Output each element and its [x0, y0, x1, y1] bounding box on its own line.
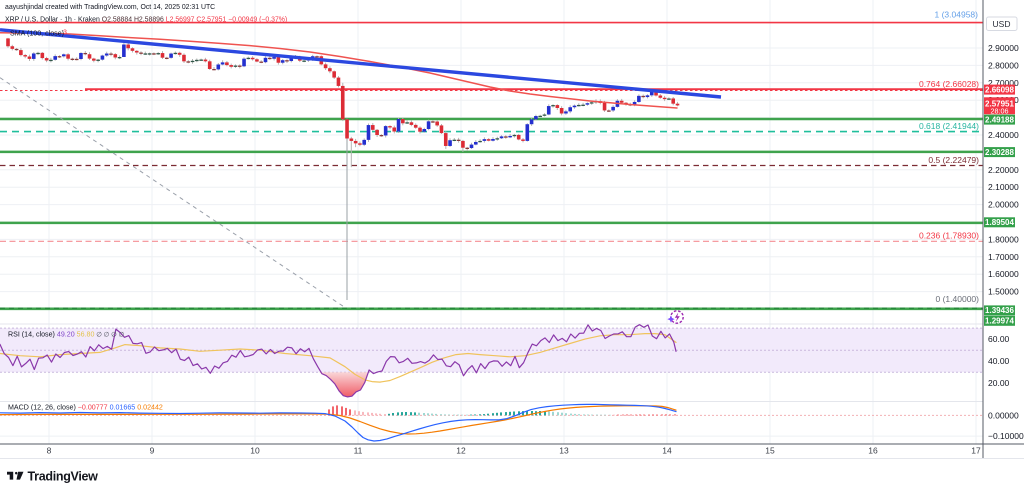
svg-text:0.00000: 0.00000	[988, 410, 1019, 420]
svg-text:1.80000: 1.80000	[988, 234, 1019, 244]
svg-text:USD: USD	[993, 19, 1011, 29]
svg-text:1.70000: 1.70000	[988, 252, 1019, 262]
svg-text:1.39436: 1.39436	[985, 306, 1014, 315]
svg-text:9: 9	[150, 446, 155, 456]
svg-text:2.40000: 2.40000	[988, 130, 1019, 140]
svg-text:−0.10000: −0.10000	[988, 431, 1024, 441]
svg-text:RSI (14, close) 49.20 56.80 ∅: RSI (14, close) 49.20 56.80 ∅ ∅ ∅ ∅	[8, 331, 125, 339]
svg-text:1.89504: 1.89504	[985, 218, 1014, 227]
svg-text:1.60000: 1.60000	[988, 269, 1019, 279]
svg-text:0.764 (2.66028): 0.764 (2.66028)	[919, 79, 979, 89]
svg-text:2.70000: 2.70000	[988, 78, 1019, 88]
svg-text:0.5 (2.22479): 0.5 (2.22479)	[928, 155, 979, 165]
svg-text:8: 8	[47, 446, 52, 456]
svg-text:17: 17	[971, 446, 981, 456]
svg-text:2.00000: 2.00000	[988, 200, 1019, 210]
svg-text:1.50000: 1.50000	[988, 287, 1019, 297]
svg-text:2.49188: 2.49188	[985, 115, 1014, 124]
svg-text:MACD (12, 26, close) −0.00777: MACD (12, 26, close) −0.00777 0.01665 0.…	[8, 404, 163, 412]
svg-text:2.57951: 2.57951	[985, 100, 1014, 109]
svg-text:TradingView: TradingView	[28, 470, 99, 484]
svg-text:16: 16	[868, 446, 878, 456]
svg-text:2.30288: 2.30288	[985, 148, 1014, 157]
svg-text:0.236 (1.78930): 0.236 (1.78930)	[919, 231, 979, 241]
svg-text:28:06: 28:06	[991, 106, 1009, 115]
svg-text:SMA (100, close): SMA (100, close)	[10, 29, 64, 37]
svg-text:0.618 (2.41944): 0.618 (2.41944)	[919, 121, 979, 131]
svg-text:1 (3.04958): 1 (3.04958)	[935, 10, 979, 20]
svg-text:11: 11	[354, 446, 363, 456]
svg-text:12: 12	[456, 446, 466, 456]
svg-text:3: 3	[63, 29, 67, 37]
svg-text:aayushjindal created with Trad: aayushjindal created with TradingView.co…	[5, 4, 215, 11]
svg-text:2.20000: 2.20000	[988, 165, 1019, 175]
svg-text:0 (1.40000): 0 (1.40000)	[936, 294, 980, 304]
svg-text:20.00: 20.00	[988, 378, 1010, 388]
svg-text:XRP / U.S. Dollar · 1h · Krake: XRP / U.S. Dollar · 1h · Kraken O2.58884…	[5, 17, 287, 24]
svg-text:40.00: 40.00	[988, 356, 1010, 366]
svg-text:15: 15	[765, 446, 775, 456]
svg-text:60.00: 60.00	[988, 334, 1010, 344]
svg-text:10: 10	[250, 446, 260, 456]
svg-text:2.80000: 2.80000	[988, 60, 1019, 70]
svg-text:2.10000: 2.10000	[988, 182, 1019, 192]
svg-text:2.90000: 2.90000	[988, 43, 1019, 53]
svg-text:2.66098: 2.66098	[985, 85, 1014, 94]
svg-text:14: 14	[662, 446, 672, 456]
svg-text:1.29974: 1.29974	[985, 317, 1014, 326]
svg-text:13: 13	[559, 446, 569, 456]
